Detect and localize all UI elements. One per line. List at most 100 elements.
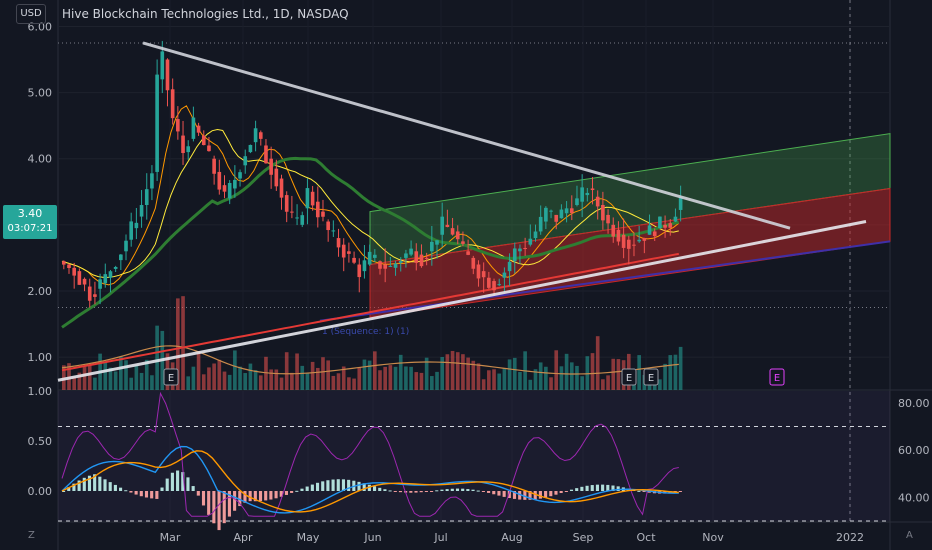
macd-histogram-bar <box>129 491 133 493</box>
volume-bar <box>269 369 273 390</box>
volume-bar <box>155 325 159 390</box>
macd-histogram-bar <box>544 491 548 498</box>
volume-bar <box>502 368 507 390</box>
volume-bar <box>347 377 351 390</box>
candle-body <box>103 274 108 284</box>
time-tick-label: Oct <box>636 531 656 544</box>
volume-bar <box>93 377 97 390</box>
macd-histogram-bar <box>279 491 283 497</box>
currency-label[interactable]: USD <box>16 4 46 24</box>
candle-body <box>155 74 159 172</box>
candle-body <box>430 241 434 252</box>
macd-histogram-bar <box>590 485 594 491</box>
candle-body <box>82 278 87 285</box>
macd-histogram-bar <box>170 472 174 491</box>
volume-bar <box>383 366 387 390</box>
macd-histogram-bar <box>357 481 361 491</box>
candle-body <box>673 216 678 222</box>
candle-body <box>481 271 486 278</box>
candle-body <box>668 223 673 228</box>
macd-histogram-bar <box>331 479 335 491</box>
volume-bar <box>253 370 258 390</box>
volume-bar <box>601 379 605 390</box>
volume-bar <box>373 351 377 390</box>
macd-histogram-bar <box>409 491 413 493</box>
volume-bar <box>419 372 424 390</box>
volume-bar <box>315 367 320 390</box>
candle-body <box>144 189 149 205</box>
volume-bar <box>367 360 372 390</box>
macd-histogram-bar <box>253 491 257 502</box>
volume-bar <box>186 376 191 390</box>
macd-histogram-bar <box>248 491 252 502</box>
candle-body <box>626 239 631 249</box>
macd-histogram-bar <box>481 491 485 492</box>
macd-histogram-bar <box>585 485 589 491</box>
candle-body <box>658 216 662 229</box>
volume-bar <box>150 375 154 390</box>
volume-bar <box>668 355 673 390</box>
volume-bar <box>471 360 476 390</box>
rsi-tick-label: 40.00 <box>898 491 930 504</box>
macd-histogram-bar <box>124 490 128 492</box>
macd-line <box>61 445 679 514</box>
macd-histogram-bar <box>549 491 553 497</box>
volume-bar <box>77 372 82 390</box>
volume-bar <box>119 356 123 390</box>
candle-body <box>585 192 590 196</box>
candle-body <box>398 261 403 263</box>
macd-histogram-bar <box>150 491 154 499</box>
volume-bar <box>414 372 419 390</box>
candle-body <box>523 247 527 249</box>
macd-histogram-bar <box>119 487 123 491</box>
macd-histogram-bar <box>512 491 517 499</box>
rsi-tick-label: 80.00 <box>898 397 930 410</box>
macd-histogram-bar <box>134 491 138 495</box>
candle-body <box>139 205 144 217</box>
macd-histogram-bar <box>414 491 418 493</box>
timezone-toggle[interactable]: Z <box>28 530 35 541</box>
candle-body <box>367 251 372 265</box>
volume-bar <box>248 363 253 390</box>
volume-bar <box>331 375 336 390</box>
macd-histogram-bar <box>528 491 532 500</box>
macd-histogram-bar <box>72 483 76 491</box>
volume-bar <box>564 353 569 390</box>
volume-bar <box>678 346 683 390</box>
volume-bar <box>595 336 600 390</box>
candle-body <box>134 222 139 229</box>
macd-histogram-bar <box>538 491 542 499</box>
volume-bar <box>212 363 216 390</box>
volume-bar <box>580 376 584 390</box>
time-tick-label: Nov <box>702 531 724 544</box>
volume-bar <box>108 367 113 390</box>
volume-bar <box>326 360 330 390</box>
macd-histogram-bar <box>67 487 71 491</box>
macd-histogram-bar <box>290 491 294 493</box>
candle-body <box>621 234 626 248</box>
macd-histogram-bar <box>207 491 211 515</box>
candle-body <box>217 171 222 190</box>
earnings-marker <box>643 368 659 386</box>
volume-bar <box>233 350 237 390</box>
candle-body <box>595 196 600 207</box>
candle-body <box>466 251 470 255</box>
volume-bar <box>585 356 590 390</box>
auto-scale-toggle[interactable]: A <box>906 530 913 541</box>
volume-bar <box>336 373 341 390</box>
candle-body <box>93 294 97 297</box>
macd-histogram-bar <box>580 486 584 491</box>
macd-histogram-bar <box>87 475 92 491</box>
candle-body <box>113 267 118 269</box>
candle-body <box>378 261 382 269</box>
candle-body <box>487 277 491 288</box>
volume-bar <box>673 354 678 390</box>
macd-histogram-bar <box>93 474 97 491</box>
candle-body <box>201 135 206 146</box>
macd-histogram-bar <box>269 491 273 500</box>
candle-body <box>310 191 315 206</box>
macd-histogram-bar <box>176 470 180 491</box>
descending-trendline <box>142 41 791 230</box>
candle-body <box>440 216 445 235</box>
